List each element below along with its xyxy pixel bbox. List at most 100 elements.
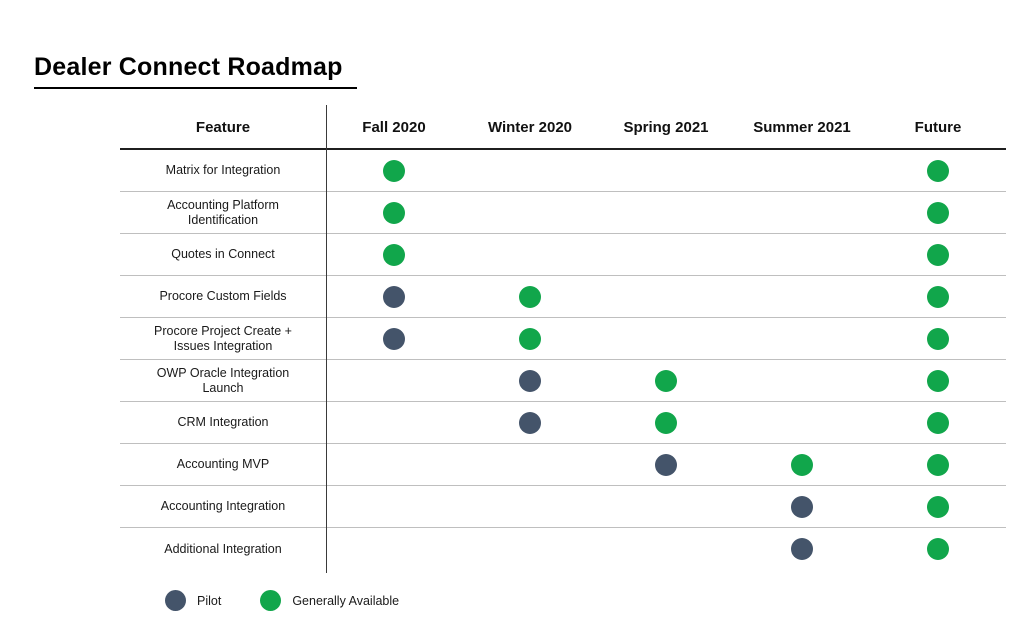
status-cell: [462, 360, 598, 401]
row-feature-label: Accounting Platform Identification: [167, 197, 279, 227]
status-cell: [870, 150, 1006, 191]
status-cell: [598, 276, 734, 317]
legend-label-generally-available: Generally Available: [292, 593, 400, 608]
status-cell: [734, 528, 870, 570]
feature-column-divider: [326, 105, 327, 573]
row-feature-label: CRM Integration: [177, 415, 269, 429]
table-row: Accounting Integration: [120, 486, 1006, 528]
status-cell: [734, 276, 870, 317]
table-header-row: Feature Fall 2020 Winter 2020 Spring 202…: [120, 106, 1006, 150]
pilot-dot-icon: [383, 327, 405, 350]
generally-available-dot-icon: [927, 453, 949, 476]
status-cell: [326, 192, 462, 233]
table-body: Matrix for Integration Accounting Platfor…: [120, 150, 1006, 570]
status-cell: [598, 318, 734, 359]
status-cell: [462, 276, 598, 317]
status-cell: [598, 234, 734, 275]
status-cell: [462, 318, 598, 359]
status-cell: [326, 234, 462, 275]
status-cell: [462, 444, 598, 485]
row-feature-label: Procore Project Create + Issues Integrat…: [154, 323, 292, 353]
status-cell: [326, 444, 462, 485]
table-row: Procore Custom Fields: [120, 276, 1006, 318]
pilot-dot-icon: [791, 538, 813, 560]
status-cell: [598, 360, 734, 401]
generally-available-dot-icon: [927, 159, 949, 182]
status-cell: [326, 402, 462, 443]
status-cell: [462, 150, 598, 191]
status-cell: [326, 486, 462, 527]
pilot-dot-icon: [165, 590, 186, 611]
status-cell: [598, 528, 734, 570]
pilot-dot-icon: [383, 285, 405, 308]
column-header-winter-2020: Winter 2020: [487, 118, 573, 136]
column-header-future: Future: [914, 118, 962, 136]
page-title: Dealer Connect Roadmap: [34, 53, 357, 89]
generally-available-dot-icon: [519, 327, 541, 350]
status-cell: [870, 234, 1006, 275]
row-feature-label: Accounting Integration: [160, 499, 286, 513]
column-header-fall-2020: Fall 2020: [362, 118, 426, 136]
generally-available-dot-icon: [383, 201, 405, 224]
status-cell: [598, 402, 734, 443]
status-cell: [598, 444, 734, 485]
row-feature-label: OWP Oracle Integration Launch: [156, 365, 290, 395]
status-cell: [462, 402, 598, 443]
status-cell: [734, 150, 870, 191]
table-row: Matrix for Integration: [120, 150, 1006, 192]
status-cell: [462, 192, 598, 233]
generally-available-dot-icon: [927, 369, 949, 392]
pilot-dot-icon: [655, 453, 677, 476]
status-cell: [734, 192, 870, 233]
status-cell: [326, 276, 462, 317]
generally-available-dot-icon: [927, 243, 949, 266]
legend-item-generally-available: Generally Available: [260, 590, 399, 611]
status-cell: [734, 360, 870, 401]
pilot-dot-icon: [791, 495, 813, 518]
status-cell: [734, 318, 870, 359]
status-cell: [598, 486, 734, 527]
status-cell: [734, 234, 870, 275]
generally-available-dot-icon: [927, 285, 949, 308]
row-feature-label: Additional Integration: [164, 541, 282, 556]
table-row: Accounting MVP: [120, 444, 1006, 486]
status-cell: [734, 486, 870, 527]
row-feature-label: Procore Custom Fields: [159, 289, 287, 303]
status-cell: [734, 402, 870, 443]
generally-available-dot-icon: [927, 327, 949, 350]
legend: Pilot Generally Available: [165, 590, 399, 611]
generally-available-dot-icon: [260, 590, 282, 611]
table-row: Quotes in Connect: [120, 234, 1006, 276]
table-row: Procore Project Create + Issues Integrat…: [120, 318, 1006, 360]
column-header-spring-2021: Spring 2021: [623, 118, 709, 136]
generally-available-dot-icon: [927, 495, 949, 518]
status-cell: [870, 192, 1006, 233]
generally-available-dot-icon: [927, 201, 949, 224]
status-cell: [326, 360, 462, 401]
status-cell: [326, 528, 462, 570]
table-row: Additional Integration: [120, 528, 1006, 570]
status-cell: [870, 402, 1006, 443]
table-row: Accounting Platform Identification: [120, 192, 1006, 234]
legend-item-pilot: Pilot: [165, 590, 221, 611]
generally-available-dot-icon: [655, 411, 677, 434]
status-cell: [462, 486, 598, 527]
row-feature-label: Accounting MVP: [176, 457, 270, 471]
generally-available-dot-icon: [927, 411, 949, 434]
status-cell: [326, 150, 462, 191]
table-row: OWP Oracle Integration Launch: [120, 360, 1006, 402]
table-row: CRM Integration: [120, 402, 1006, 444]
pilot-dot-icon: [519, 411, 541, 434]
status-cell: [870, 276, 1006, 317]
generally-available-dot-icon: [655, 369, 677, 392]
status-cell: [598, 150, 734, 191]
status-cell: [598, 192, 734, 233]
roadmap-table: Feature Fall 2020 Winter 2020 Spring 202…: [120, 105, 1006, 573]
status-cell: [870, 360, 1006, 401]
row-feature-label: Quotes in Connect: [171, 247, 275, 261]
generally-available-dot-icon: [383, 243, 405, 266]
generally-available-dot-icon: [927, 538, 949, 560]
status-cell: [870, 318, 1006, 359]
pilot-dot-icon: [519, 369, 541, 392]
